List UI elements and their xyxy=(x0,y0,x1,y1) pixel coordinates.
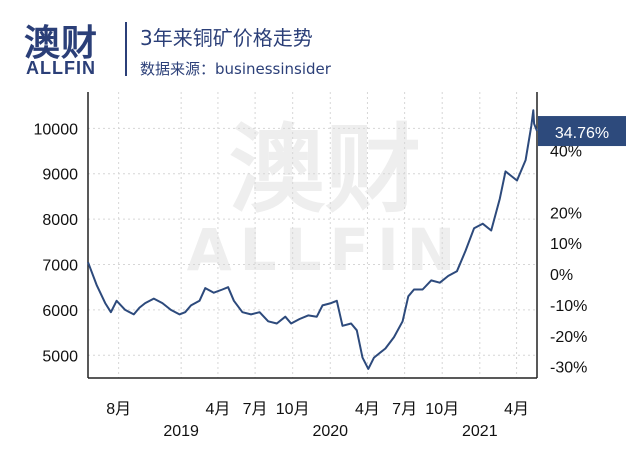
x-tick-label: 7月 xyxy=(243,401,268,418)
brand-logo-english: ALLFIN xyxy=(26,58,96,78)
x-year-label: 2021 xyxy=(462,423,498,440)
y2-tick-label: 0% xyxy=(550,267,573,284)
price-series-line xyxy=(87,109,538,370)
y-tick-label: 10000 xyxy=(34,121,79,138)
data-source: 数据来源：businessinsider xyxy=(140,60,331,78)
chart-title: 3年来铜矿价格走势 xyxy=(140,26,313,50)
y2-tick-label: -30% xyxy=(550,360,587,377)
y2-tick-label: -10% xyxy=(550,298,587,315)
y-tick-label: 5000 xyxy=(42,348,78,365)
x-tick-label: 8月 xyxy=(106,401,131,418)
value-badge-label: 34.76% xyxy=(555,125,609,142)
header-divider xyxy=(125,22,127,76)
brand-logo-chinese: 澳财 xyxy=(24,23,99,64)
y-tick-label: 6000 xyxy=(42,303,78,320)
y2-tick-label: 20% xyxy=(550,205,582,222)
y-tick-label: 7000 xyxy=(42,258,78,275)
y-tick-label: 8000 xyxy=(42,212,78,229)
y-tick-label: 9000 xyxy=(42,167,78,184)
x-tick-label: 4月 xyxy=(205,401,230,418)
x-tick-label: 7月 xyxy=(392,401,417,418)
x-tick-label: 10月 xyxy=(276,401,310,418)
x-year-label: 2019 xyxy=(163,423,199,440)
x-tick-label: 4月 xyxy=(355,401,380,418)
y2-tick-label: 10% xyxy=(550,236,582,253)
x-tick-label: 4月 xyxy=(504,401,529,418)
x-tick-label: 10月 xyxy=(425,401,459,418)
x-year-label: 2020 xyxy=(312,423,348,440)
header: 澳财 ALLFIN 3年来铜矿价格走势 数据来源：businessinsider xyxy=(0,0,640,90)
value-badge xyxy=(538,116,626,147)
y2-tick-label: -20% xyxy=(550,329,587,346)
y2-tick-label: 40% xyxy=(550,144,582,161)
